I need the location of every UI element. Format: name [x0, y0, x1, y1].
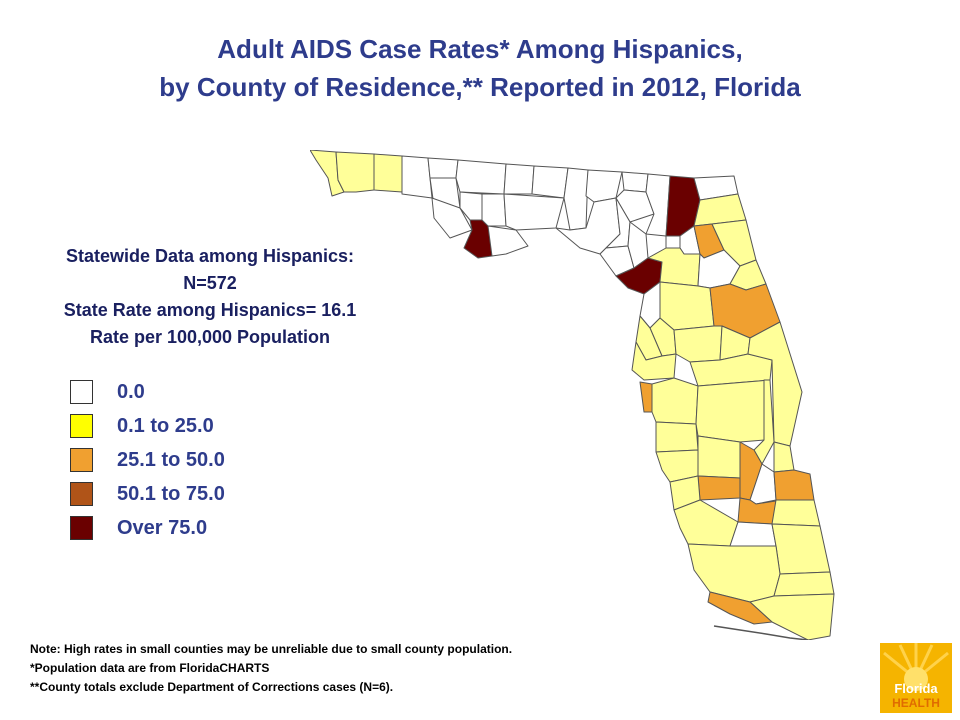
- florida-county-map: [310, 150, 835, 640]
- county-hendry: [729, 521, 777, 547]
- county-monroe: [707, 591, 773, 625]
- legend-item-over: Over 75.0: [70, 511, 225, 545]
- statewide-rate-basis: Rate per 100,000 Population: [89, 327, 331, 347]
- county-leon: [531, 165, 569, 199]
- county-jackson: [455, 159, 507, 195]
- county-holmes: [427, 157, 459, 179]
- county-hillsborough: [651, 377, 699, 425]
- note-line-1: Note: High rates in small counties may b…: [30, 642, 513, 656]
- statewide-heading: Statewide Data among Hispanics:: [65, 246, 355, 266]
- legend-label: Over 75.0: [117, 516, 208, 539]
- map-notes: Note: High rates in small counties may b…: [30, 640, 512, 697]
- county-desoto: [697, 475, 741, 501]
- florida-keys: [713, 625, 809, 640]
- logo-florida: Florida: [894, 681, 938, 696]
- county-union: [665, 235, 681, 249]
- statewide-n: N=572: [183, 273, 237, 293]
- legend-label: 0.1 to 25.0: [117, 414, 214, 437]
- county-marion: [659, 281, 715, 331]
- florida-health-logo: Florida HEALTH: [880, 643, 952, 713]
- county-st-lucie: [773, 469, 815, 501]
- statewide-data: Statewide Data among Hispanics: N=572 St…: [10, 243, 410, 351]
- county-martin: [771, 499, 821, 527]
- county-pasco: [631, 341, 677, 381]
- county-santa-rosa: [335, 151, 375, 193]
- county-wakulla: [503, 193, 565, 231]
- legend-swatch: [70, 414, 93, 438]
- legend-swatch: [70, 380, 93, 404]
- county-bay: [431, 197, 473, 239]
- legend-label: 0.0: [117, 380, 145, 403]
- legend-swatch: [70, 516, 93, 540]
- sun-icon: [904, 667, 928, 691]
- map-legend: 0.0 0.1 to 25.0 25.1 to 50.0 50.1 to 75.…: [70, 375, 225, 545]
- note-line-2: *Population data are from FloridaCHARTS: [30, 661, 270, 675]
- title-line-1: Adult AIDS Case Rates* Among Hispanics,: [217, 34, 743, 64]
- county-okaloosa: [373, 153, 403, 193]
- county-hardee: [697, 435, 741, 479]
- legend-label: 25.1 to 50.0: [117, 448, 225, 471]
- county-walton: [401, 155, 433, 199]
- county-indian-river: [773, 441, 795, 473]
- legend-item-high: 50.1 to 75.0: [70, 477, 225, 511]
- county-collier: [687, 543, 781, 603]
- county-jefferson: [563, 167, 589, 231]
- legend-label: 50.1 to 75.0: [117, 482, 225, 505]
- legend-item-low: 0.1 to 25.0: [70, 409, 225, 443]
- note-line-3: **County totals exclude Department of Co…: [30, 680, 394, 694]
- logo-health: HEALTH: [892, 696, 940, 710]
- county-gadsden: [503, 163, 535, 195]
- legend-swatch: [70, 482, 93, 506]
- legend-item-zero: 0.0: [70, 375, 225, 409]
- legend-swatch: [70, 448, 93, 472]
- county-palm-beach: [771, 523, 831, 575]
- county-manatee: [655, 421, 699, 453]
- title-line-2: by County of Residence,** Reported in 20…: [159, 72, 801, 102]
- county-hamilton: [621, 171, 649, 193]
- county-lake: [673, 325, 723, 363]
- county-gilchrist: [627, 221, 649, 269]
- county-pinellas: [639, 381, 653, 413]
- statewide-state-rate: State Rate among Hispanics= 16.1: [63, 300, 357, 320]
- county-franklin: [487, 225, 529, 257]
- county-polk: [695, 379, 771, 443]
- map-title: Adult AIDS Case Rates* Among Hispanics, …: [0, 30, 960, 106]
- county-lee: [673, 499, 739, 547]
- legend-item-mid: 25.1 to 50.0: [70, 443, 225, 477]
- county-liberty: [481, 193, 507, 227]
- county-broward: [773, 571, 835, 597]
